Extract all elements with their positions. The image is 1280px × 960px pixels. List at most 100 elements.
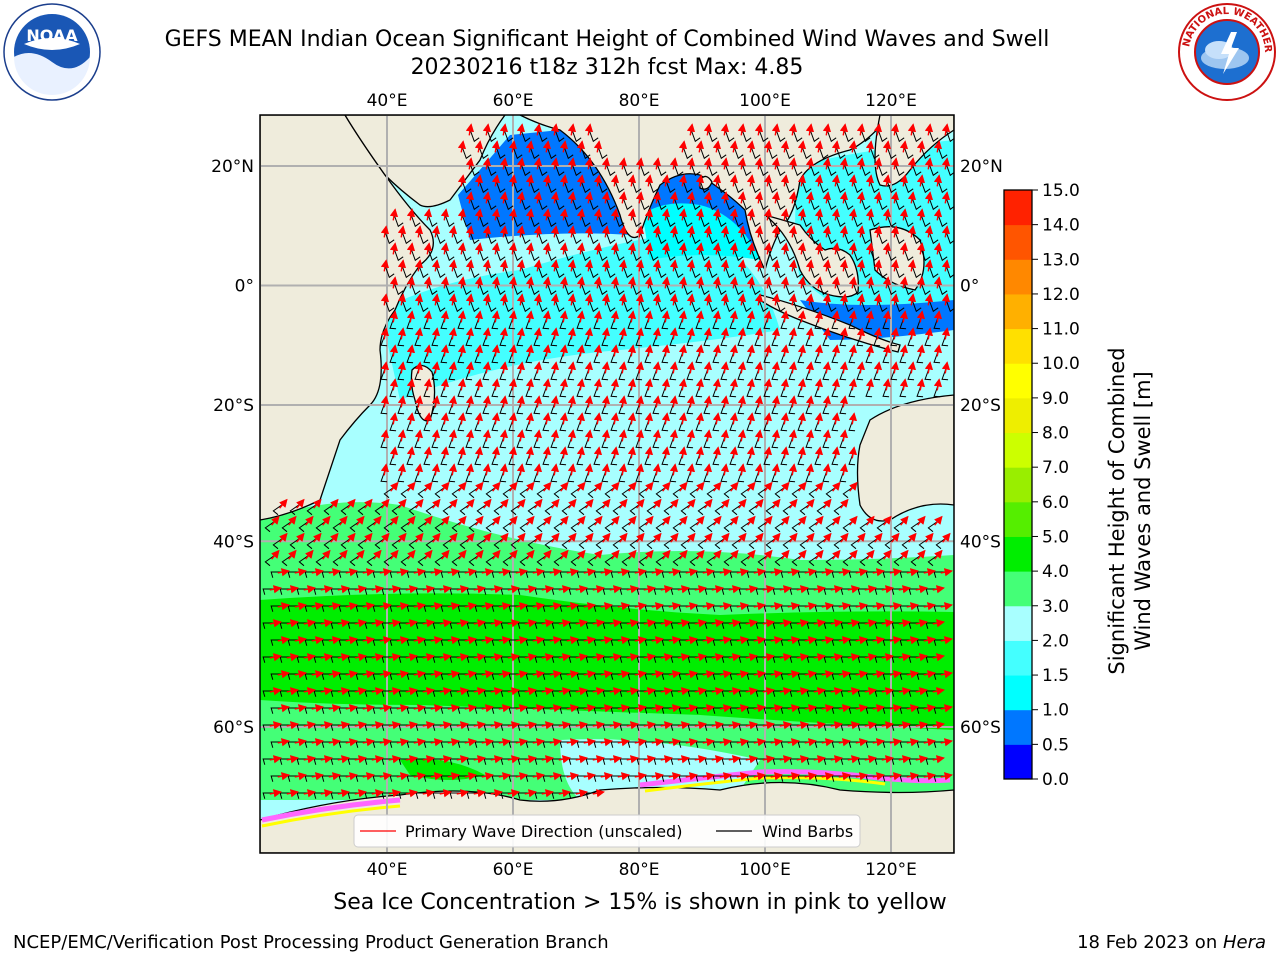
wind-barb: [639, 197, 650, 211]
wind-barb: [673, 197, 684, 211]
wind-barb: [537, 129, 548, 143]
wind-barb: [724, 231, 735, 245]
wind-barb: [435, 265, 446, 279]
colorbar-swatch: [1004, 605, 1032, 641]
wind-barb: [656, 231, 667, 245]
wind-barb: [843, 129, 854, 143]
wind-barb: [758, 197, 769, 211]
wind-barb: [588, 197, 599, 211]
wind-barb: [809, 265, 820, 279]
wind-barb: [911, 129, 922, 143]
wind-barb: [775, 299, 786, 313]
lat-tick-label-right: 0°: [960, 276, 979, 296]
wind-barb: [503, 197, 514, 211]
wind-barb: [758, 299, 769, 313]
colorbar-tick-label: 13.0: [1042, 250, 1080, 270]
arabia-landmass: [344, 115, 506, 208]
wind-barb: [894, 265, 905, 279]
wind-barb: [571, 163, 582, 177]
wind-barb: [843, 265, 854, 279]
wind-barb: [571, 265, 582, 279]
wind-barb: [911, 299, 922, 313]
wind-barb: [571, 129, 582, 143]
wind-barb: [384, 231, 395, 245]
longitude-labels-bottom: 40°E 60°E 80°E 100°E 120°E: [367, 860, 917, 880]
colorbar-tick-label: 5.0: [1042, 527, 1069, 547]
wind-barb: [554, 231, 565, 245]
lat-tick-label-left: 0°: [235, 276, 254, 296]
wind-barb: [707, 299, 718, 313]
colorbar-swatch: [1004, 328, 1032, 364]
wind-barb: [894, 231, 905, 245]
wind-barb: [690, 129, 701, 143]
wind-barb: [554, 299, 565, 313]
wind-barb: [792, 129, 803, 143]
wind-barb: [724, 129, 735, 143]
wind-barbs-legend-label: Wind Barbs: [762, 822, 853, 841]
wind-barb: [877, 231, 888, 245]
wind-barb: [826, 265, 837, 279]
colorbar-swatch: [1004, 363, 1032, 399]
wind-barb: [554, 163, 565, 177]
colorbar-swatch: [1004, 467, 1032, 503]
colorbar-swatch: [1004, 259, 1032, 295]
wind-barb: [860, 163, 871, 177]
sea-ice-inner-west: [261, 804, 401, 828]
wind-barb: [911, 163, 922, 177]
colorbar-swatch: [1004, 224, 1032, 260]
colorbar-tick-label: 0.5: [1042, 735, 1069, 755]
wind-barb: [724, 265, 735, 279]
colorbar-tick-label: 10.0: [1042, 354, 1080, 374]
wind-barb: [911, 265, 922, 279]
wind-barb: [707, 197, 718, 211]
wind-barb: [673, 231, 684, 245]
colorbar-swatch: [1004, 571, 1032, 607]
wind-barb: [707, 163, 718, 177]
wind-barb: [384, 299, 395, 313]
footer-date-text: 18 Feb 2023 on: [1077, 932, 1223, 953]
wind-barb: [809, 163, 820, 177]
colorbar-tick-label: 8.0: [1042, 424, 1069, 444]
wind-barb: [775, 265, 786, 279]
wind-barb: [622, 299, 633, 313]
wind-barb: [826, 299, 837, 313]
wind-barb: [758, 265, 769, 279]
colorbar-tick-label: 4.0: [1042, 562, 1069, 582]
lat-tick-label-right: 40°S: [960, 532, 1001, 552]
colorbar-tick-label: 3.0: [1042, 597, 1069, 617]
wind-barb: [656, 299, 667, 313]
wind-barb: [860, 265, 871, 279]
wind-barb: [724, 197, 735, 211]
wind-barb: [928, 299, 939, 313]
colorbar-swatch: [1004, 640, 1032, 676]
wind-barb: [622, 265, 633, 279]
height-4-5-region: [260, 593, 954, 730]
wind-barb: [435, 299, 446, 313]
wind-barb: [860, 231, 871, 245]
wind-barb: [384, 265, 395, 279]
wind-barb: [707, 231, 718, 245]
wind-barb: [537, 299, 548, 313]
wind-barb: [707, 129, 718, 143]
wind-barb: [809, 129, 820, 143]
colorbar-tick-label: 1.0: [1042, 701, 1069, 721]
colorbar-tick-label: 7.0: [1042, 458, 1069, 478]
footer-branch: NCEP/EMC/Verification Post Processing Pr…: [13, 932, 609, 953]
wind-barb: [588, 299, 599, 313]
wind-barb: [537, 163, 548, 177]
wind-barb: [894, 197, 905, 211]
wind-barb: [741, 197, 752, 211]
lat-tick-label-left: 40°S: [213, 532, 254, 552]
colorbar-swatch: [1004, 190, 1032, 226]
footer-date: 18 Feb 2023 on Hera: [1077, 932, 1266, 953]
wind-barb: [809, 231, 820, 245]
wind-barb: [401, 231, 412, 245]
wind-barb: [554, 265, 565, 279]
wind-barb: [418, 265, 429, 279]
wind-barb: [639, 163, 650, 177]
chart-subtitle: 20230216 t18z 312h fcst Max: 4.85: [410, 55, 804, 80]
wind-barb: [792, 299, 803, 313]
wind-barb: [469, 299, 480, 313]
wind-barb: [622, 163, 633, 177]
